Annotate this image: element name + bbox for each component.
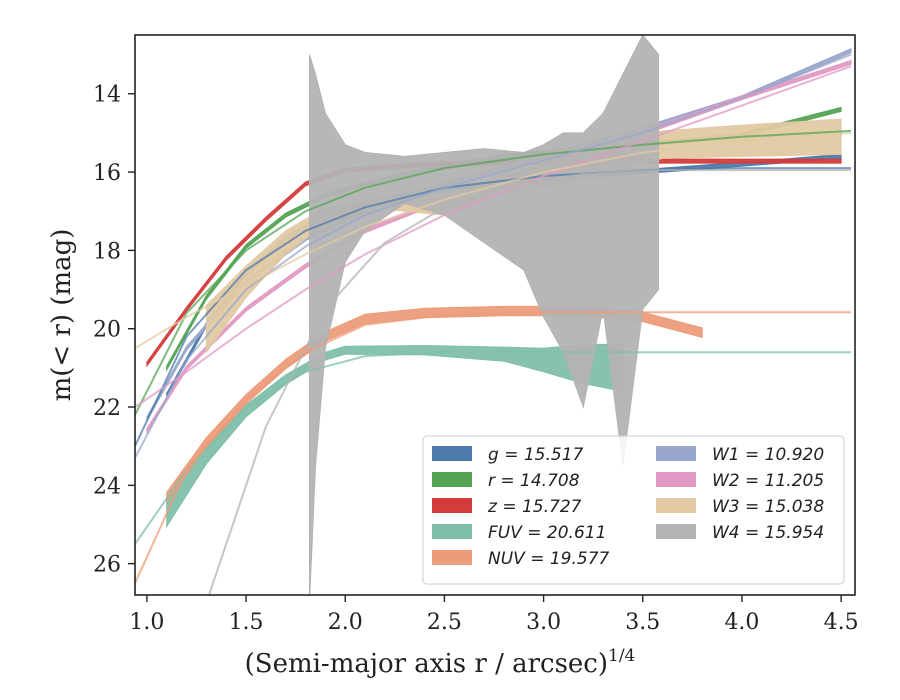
legend: g = 15.517 r = 14.708 z = 15.727 FUV = 20.6… — [422, 435, 845, 585]
x-tick-label: 4.0 — [724, 610, 759, 635]
y-tick-label: 24 — [93, 474, 121, 499]
x-tick-label: 3.0 — [526, 610, 561, 635]
legend-label: W1 = 10.920 — [712, 445, 824, 465]
legend-swatch — [656, 446, 696, 461]
x-tick-label: 4.5 — [824, 610, 859, 635]
legend-label: W3 = 15.038 — [712, 497, 824, 517]
legend-swatch — [432, 524, 472, 539]
legend-label: g = 15.517 — [488, 445, 584, 465]
model-curve-w4 — [207, 169, 851, 595]
model-curve-w3 — [135, 131, 852, 350]
model-curve-r — [135, 129, 852, 416]
y-tick-label: 22 — [93, 396, 121, 421]
x-tick-label: 2.0 — [328, 610, 363, 635]
legend-label: NUV = 19.577 — [488, 549, 610, 569]
y-tick-label: 18 — [93, 239, 121, 264]
legend-swatch — [432, 550, 472, 565]
legend-box — [422, 435, 845, 585]
model-curve-w1 — [135, 53, 852, 459]
legend-label: z = 15.727 — [487, 497, 582, 517]
x-tick-label: 3.5 — [625, 610, 660, 635]
legend-swatch — [656, 472, 696, 487]
legend-swatch — [432, 446, 472, 461]
model-curve-nuv — [135, 311, 851, 584]
legend-label: W2 = 11.205 — [712, 471, 824, 491]
legend-swatch — [432, 472, 472, 487]
legend-label: W4 = 15.954 — [712, 523, 824, 543]
legend-swatch — [656, 498, 696, 513]
legend-label: r = 14.708 — [488, 471, 580, 491]
model-curve-fuv — [135, 351, 851, 545]
x-tick-label: 2.5 — [427, 610, 462, 635]
y-tick-label: 20 — [93, 318, 121, 343]
x-axis: 1.0 1.5 2.0 2.5 3.0 3.5 4.0 4.5 — [129, 595, 859, 635]
y-tick-label: 16 — [93, 161, 121, 186]
band-z — [146, 158, 842, 368]
x-tick-label: 1.5 — [229, 610, 264, 635]
x-tick-label: 1.0 — [129, 610, 164, 635]
y-tick-label: 14 — [93, 83, 121, 108]
y-tick-label: 26 — [93, 553, 121, 578]
y-axis: 14 16 18 20 22 24 26 — [93, 83, 135, 578]
legend-swatch — [656, 524, 696, 539]
model-curves — [135, 53, 852, 595]
x-axis-label: (Semi-major axis r / arcsec)1/4 — [245, 646, 636, 679]
y-axis-label: m(< r) (mag) — [47, 229, 77, 402]
plot-frame — [134, 34, 856, 596]
legend-label: FUV = 20.611 — [488, 523, 606, 543]
model-curve-w2 — [135, 65, 852, 408]
legend-swatch — [432, 498, 472, 513]
